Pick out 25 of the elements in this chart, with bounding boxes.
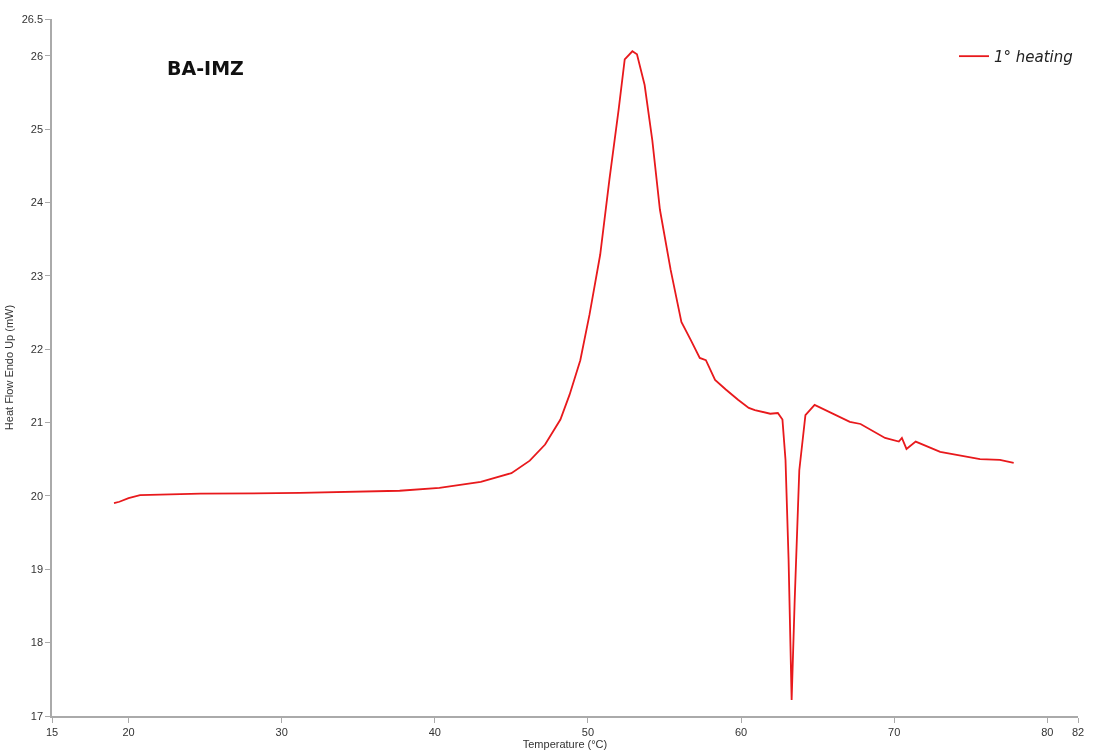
y-tick-label: 23 bbox=[30, 269, 44, 282]
y-tick-label: 17 bbox=[30, 709, 44, 722]
x-tick-label: 40 bbox=[428, 725, 441, 738]
x-tick-label: 80 bbox=[1041, 725, 1054, 738]
y-tick-label: 26 bbox=[30, 49, 44, 62]
x-tick-label: 70 bbox=[888, 725, 901, 738]
text: BA-IMZ bbox=[167, 57, 244, 79]
x-tick-label: 20 bbox=[122, 725, 135, 738]
line-series bbox=[113, 50, 1015, 701]
y-tick-label: 25 bbox=[30, 122, 44, 135]
x-tick-label: 50 bbox=[581, 725, 595, 738]
x-tick-label: 30 bbox=[275, 725, 288, 738]
x-tick-label: 60 bbox=[734, 725, 748, 738]
x-tick-label: 15 bbox=[45, 725, 59, 738]
legend-label: 1° heating bbox=[994, 48, 1073, 67]
y-tick-label: 22 bbox=[30, 343, 44, 356]
y-tick-label: 26.5 bbox=[21, 12, 44, 25]
y-tick-label: 19 bbox=[30, 563, 44, 576]
y-axis-title: Heat Flow Endo Up (mW) bbox=[2, 304, 15, 431]
y-tick-label: 20 bbox=[30, 489, 44, 502]
x-axis-title: Temperature (°C) bbox=[522, 737, 608, 750]
y-tick-label: 21 bbox=[30, 416, 44, 429]
y-tick-label: 18 bbox=[30, 636, 44, 649]
y-tick-label: 24 bbox=[30, 196, 44, 209]
x-tick-label: 82 bbox=[1071, 725, 1085, 738]
